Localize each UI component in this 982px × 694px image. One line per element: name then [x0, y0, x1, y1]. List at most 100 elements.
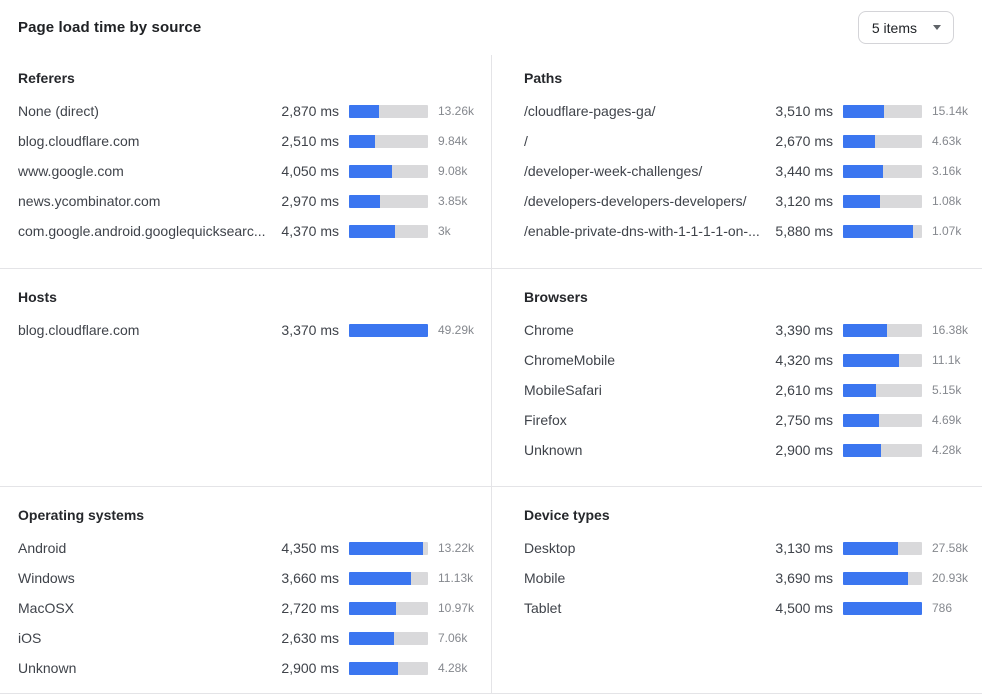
row-load-time: 2,900 ms: [281, 660, 339, 676]
row-label: /developer-week-challenges/: [524, 163, 703, 179]
row-label: /: [524, 133, 528, 149]
row-load-time: 3,510 ms: [775, 103, 833, 119]
metric-row: Mobile 3,690 ms 20.93k: [524, 563, 978, 593]
bar-track: [349, 661, 428, 675]
bar-fill: [349, 323, 428, 337]
metric-row: news.ycombinator.com 2,970 ms 3.85k: [18, 186, 484, 216]
row-count: 13.22k: [438, 541, 475, 555]
row-count: 3.85k: [438, 194, 468, 208]
bar-track: [843, 194, 922, 208]
items-count-dropdown[interactable]: 5 items: [857, 11, 954, 44]
bar-track: [843, 443, 922, 457]
row-label: ChromeMobile: [524, 352, 616, 368]
row-load-time: 3,660 ms: [281, 570, 339, 586]
bar-fill: [349, 134, 376, 148]
row-count: 4.28k: [438, 661, 468, 675]
metric-row: ChromeMobile 4,320 ms 11.1k: [524, 345, 978, 375]
row-count: 13.26k: [438, 104, 475, 118]
row-count: 9.08k: [438, 164, 468, 178]
row-count: 27.58k: [932, 541, 969, 555]
bar-fill: [349, 661, 398, 675]
row-label: Android: [18, 540, 67, 556]
panel-device-types: Device types Desktop 3,130 ms 27.58k Mob…: [491, 486, 982, 693]
row-load-time: 3,370 ms: [281, 322, 339, 338]
panel-title: Browsers: [524, 289, 588, 305]
bar-track: [349, 323, 428, 337]
row-load-time: 2,610 ms: [775, 382, 833, 398]
bar-track: [349, 104, 428, 118]
row-count: 11.13k: [438, 571, 474, 585]
panel-referers: Referers None (direct) 2,870 ms 13.26k b…: [0, 55, 491, 268]
panel-hosts: Hosts blog.cloudflare.com 3,370 ms 49.29…: [0, 268, 491, 486]
row-count: 49.29k: [438, 323, 475, 337]
bar-fill: [843, 413, 879, 427]
row-load-time: 3,130 ms: [775, 540, 833, 556]
bar-fill: [349, 194, 380, 208]
row-label: com.google.android.googlequicksearc...: [18, 223, 266, 239]
row-label: iOS: [18, 630, 42, 646]
bar-fill: [843, 323, 888, 337]
panel-rows: /cloudflare-pages-ga/ 3,510 ms 15.14k / …: [524, 96, 978, 246]
row-label: /cloudflare-pages-ga/: [524, 103, 656, 119]
bar-fill: [349, 541, 424, 555]
row-label: Tablet: [524, 600, 562, 616]
row-label: news.ycombinator.com: [18, 193, 161, 209]
bar-track: [349, 601, 428, 615]
row-load-time: 2,510 ms: [281, 133, 339, 149]
metric-row: Unknown 2,900 ms 4.28k: [18, 653, 484, 683]
panel-title: Hosts: [18, 289, 57, 305]
row-load-time: 4,500 ms: [775, 600, 833, 616]
bar-track: [843, 134, 922, 148]
row-label: MacOSX: [18, 600, 75, 616]
panel-rows: Chrome 3,390 ms 16.38k ChromeMobile 4,32…: [524, 315, 978, 465]
row-load-time: 3,440 ms: [775, 163, 833, 179]
row-count: 16.38k: [932, 323, 969, 337]
metric-row: /developers-developers-developers/ 3,120…: [524, 186, 978, 216]
bar-track: [843, 224, 922, 238]
row-count: 4.63k: [932, 134, 962, 148]
metric-row: Desktop 3,130 ms 27.58k: [524, 533, 978, 563]
bar-fill: [843, 601, 922, 615]
row-count: 1.07k: [932, 224, 962, 238]
metric-row: blog.cloudflare.com 2,510 ms 9.84k: [18, 126, 484, 156]
row-label: Desktop: [524, 540, 576, 556]
panel-rows: Android 4,350 ms 13.22k Windows 3,660 ms…: [18, 533, 484, 683]
bar-track: [843, 164, 922, 178]
row-label: blog.cloudflare.com: [18, 322, 140, 338]
row-load-time: 2,750 ms: [775, 412, 833, 428]
chevron-down-icon: [933, 25, 941, 30]
bar-fill: [349, 224, 395, 238]
metric-row: Windows 3,660 ms 11.13k: [18, 563, 484, 593]
bar-track: [843, 104, 922, 118]
row-load-time: 2,870 ms: [281, 103, 339, 119]
metric-row: iOS 2,630 ms 7.06k: [18, 623, 484, 653]
bar-fill: [843, 104, 885, 118]
row-count: 4.28k: [932, 443, 962, 457]
row-label: Mobile: [524, 570, 566, 586]
bar-track: [843, 541, 922, 555]
widget-header: Page load time by source 5 items: [0, 0, 982, 55]
bar-fill: [349, 571, 412, 585]
panel-paths: Paths /cloudflare-pages-ga/ 3,510 ms 15.…: [491, 55, 982, 268]
metric-row: / 2,670 ms 4.63k: [524, 126, 978, 156]
panel-operating-systems: Operating systems Android 4,350 ms 13.22…: [0, 486, 491, 693]
panel-rows: None (direct) 2,870 ms 13.26k blog.cloud…: [18, 96, 484, 246]
bar-fill: [843, 224, 913, 238]
panel-browsers: Browsers Chrome 3,390 ms 16.38k ChromeMo…: [491, 268, 982, 486]
metric-row: Chrome 3,390 ms 16.38k: [524, 315, 978, 345]
metric-row: www.google.com 4,050 ms 9.08k: [18, 156, 484, 186]
bar-track: [843, 353, 922, 367]
metric-row: com.google.android.googlequicksearc... 4…: [18, 216, 484, 246]
items-count-dropdown-value: 5 items: [871, 19, 917, 36]
row-load-time: 2,900 ms: [775, 442, 833, 458]
row-load-time: 3,390 ms: [775, 322, 833, 338]
bar-track: [843, 323, 922, 337]
metric-row: Tablet 4,500 ms 786: [524, 593, 978, 623]
bar-track: [843, 383, 922, 397]
panel-title: Paths: [524, 70, 563, 86]
bar-fill: [349, 631, 395, 645]
panel-title: Referers: [18, 70, 75, 86]
row-count: 1.08k: [932, 194, 962, 208]
row-load-time: 2,970 ms: [281, 193, 339, 209]
row-load-time: 4,050 ms: [281, 163, 339, 179]
